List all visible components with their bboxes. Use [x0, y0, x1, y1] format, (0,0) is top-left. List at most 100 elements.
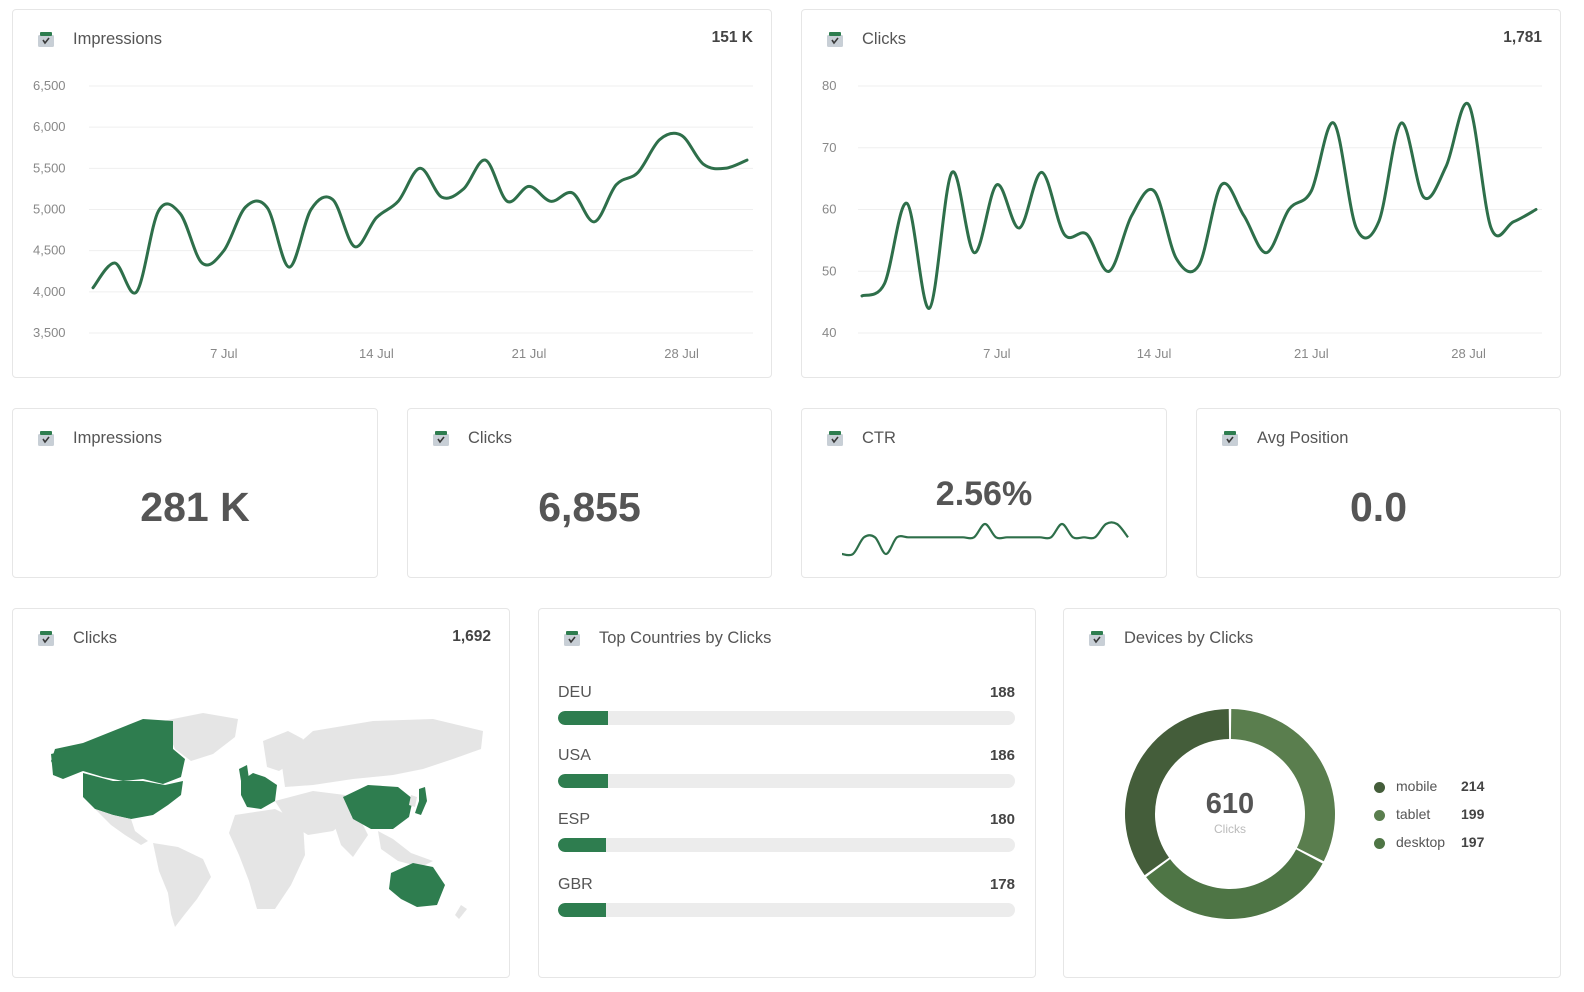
- legend-dot: [1374, 782, 1385, 793]
- google-search-console-icon: [433, 431, 449, 446]
- y-tick-label: 60: [822, 202, 836, 217]
- series-line[interactable]: [91, 131, 749, 295]
- kpi-avg-position-card: Avg Position 0.0: [1196, 408, 1561, 578]
- map-region-china[interactable]: [343, 785, 413, 829]
- kpi-value: 6,855: [538, 484, 641, 530]
- y-tick-label: 50: [822, 263, 836, 278]
- map-region-russia[interactable]: [281, 719, 483, 787]
- legend-value: 197: [1461, 834, 1485, 850]
- card-header: Clicks: [430, 427, 753, 451]
- card-title: Clicks: [468, 429, 512, 447]
- kpi-value: 281 K: [140, 484, 250, 530]
- google-search-console-icon: [1222, 431, 1238, 446]
- y-tick-label: 5,500: [33, 160, 66, 175]
- world-map[interactable]: [13, 609, 511, 979]
- kpi-impressions-card: Impressions 281 K: [12, 408, 378, 578]
- google-search-console-icon: [38, 32, 54, 47]
- google-search-console-icon: [1089, 631, 1105, 646]
- x-tick-label: 28 Jul: [664, 346, 699, 361]
- map-region-usa[interactable]: [83, 773, 183, 819]
- y-tick-label: 3,500: [33, 325, 66, 340]
- legend-label: mobile: [1396, 778, 1438, 794]
- donut-slice-tablet[interactable]: [1230, 709, 1335, 862]
- x-tick-label: 14 Jul: [1137, 346, 1172, 361]
- x-tick-label: 14 Jul: [359, 346, 394, 361]
- devices-donut-chart[interactable]: [1110, 694, 1350, 934]
- y-tick-label: 40: [822, 325, 836, 340]
- donut-center-value: 610: [1205, 788, 1255, 820]
- y-tick-label: 4,000: [33, 284, 66, 299]
- x-tick-label: 7 Jul: [210, 346, 238, 361]
- card-header: Avg Position: [1219, 427, 1542, 451]
- map-region-central-america[interactable]: [95, 809, 148, 845]
- legend-label: desktop: [1396, 834, 1446, 850]
- google-search-console-icon: [38, 431, 54, 446]
- country-code: USA: [558, 747, 591, 764]
- devices-legend: mobile 214 tablet 199 desktop 197: [1374, 778, 1524, 862]
- legend-value: 214: [1461, 778, 1485, 794]
- y-tick-label: 4,500: [33, 243, 66, 258]
- legend-dot: [1374, 810, 1385, 821]
- kpi-value: 2.56%: [935, 475, 1033, 513]
- country-row-gbr[interactable]: GBR 178: [558, 876, 1015, 920]
- y-tick-label: 6,500: [33, 78, 66, 93]
- card-total: 1,692: [452, 628, 491, 645]
- map-region-south-america[interactable]: [153, 843, 211, 927]
- country-bar-track: [558, 838, 1015, 852]
- card-header: Devices by Clicks: [1086, 627, 1542, 651]
- card-total: 151 K: [711, 29, 753, 46]
- map-region-india[interactable]: [333, 815, 368, 857]
- card-header: Impressions: [35, 427, 359, 451]
- card-header: Impressions 151 K: [35, 28, 753, 52]
- country-row-deu[interactable]: DEU 188: [558, 684, 1015, 728]
- donut-slice-desktop[interactable]: [1146, 849, 1323, 919]
- map-region-greenland[interactable]: [163, 713, 238, 761]
- donut-slice-mobile[interactable]: [1125, 709, 1230, 876]
- map-region-uk[interactable]: [239, 765, 249, 781]
- map-region-japan[interactable]: [415, 787, 427, 815]
- ctr-sparkline: [841, 521, 1129, 557]
- map-region-australia[interactable]: [389, 863, 445, 907]
- y-tick-label: 70: [822, 140, 836, 155]
- google-search-console-icon: [564, 631, 580, 646]
- card-header: Clicks 1,692: [35, 627, 491, 651]
- map-region-new-zealand[interactable]: [455, 905, 467, 919]
- legend-item-mobile[interactable]: mobile 214: [1374, 778, 1524, 806]
- country-bar-fill: [558, 903, 606, 917]
- clicks-line-chart: 80 70 60 50 40 7 Jul 14 Jul 21 Jul 28 Jul: [822, 78, 1542, 361]
- map-region-southeast-asia[interactable]: [378, 831, 433, 867]
- legend-item-tablet[interactable]: tablet 199: [1374, 806, 1524, 834]
- country-value: 180: [989, 811, 1015, 828]
- country-code: GBR: [558, 876, 593, 893]
- card-title: Devices by Clicks: [1124, 629, 1254, 647]
- card-title: CTR: [862, 429, 896, 447]
- country-bar-fill: [558, 774, 608, 788]
- country-code: DEU: [558, 684, 592, 701]
- impressions-line-chart: 6,500 6,000 5,500 5,000 4,500 4,000 3,500 7 Jul…: [33, 78, 753, 361]
- series-line[interactable]: [860, 101, 1538, 310]
- map-region-canada[interactable]: [51, 719, 185, 784]
- donut-center-label: Clicks: [1214, 822, 1246, 836]
- card-header: Clicks 1,781: [824, 28, 1542, 52]
- country-bar-fill: [558, 711, 609, 725]
- country-row-esp[interactable]: ESP 180: [558, 811, 1015, 855]
- country-bar-track: [558, 903, 1015, 917]
- x-tick-label: 7 Jul: [983, 346, 1011, 361]
- y-tick-label: 5,000: [33, 202, 66, 217]
- card-title: Clicks: [73, 629, 117, 647]
- card-total: 1,781: [1503, 29, 1542, 46]
- legend-item-desktop[interactable]: desktop 197: [1374, 834, 1524, 862]
- google-search-console-icon: [38, 631, 54, 646]
- kpi-clicks-card: Clicks 6,855: [407, 408, 772, 578]
- map-region-korea[interactable]: [409, 795, 417, 807]
- map-region-western-europe[interactable]: [241, 773, 277, 809]
- x-tick-label: 21 Jul: [1294, 346, 1329, 361]
- country-value: 188: [989, 684, 1015, 701]
- map-region-alaska[interactable]: [51, 749, 83, 779]
- top-countries-card: Top Countries by Clicks DEU 188 USA 186 …: [538, 608, 1036, 978]
- legend-dot: [1374, 838, 1385, 849]
- map-region-africa[interactable]: [229, 809, 305, 909]
- y-tick-label: 6,000: [33, 119, 66, 134]
- kpi-ctr-card: CTR 2.56%: [801, 408, 1167, 578]
- country-row-usa[interactable]: USA 186: [558, 747, 1015, 791]
